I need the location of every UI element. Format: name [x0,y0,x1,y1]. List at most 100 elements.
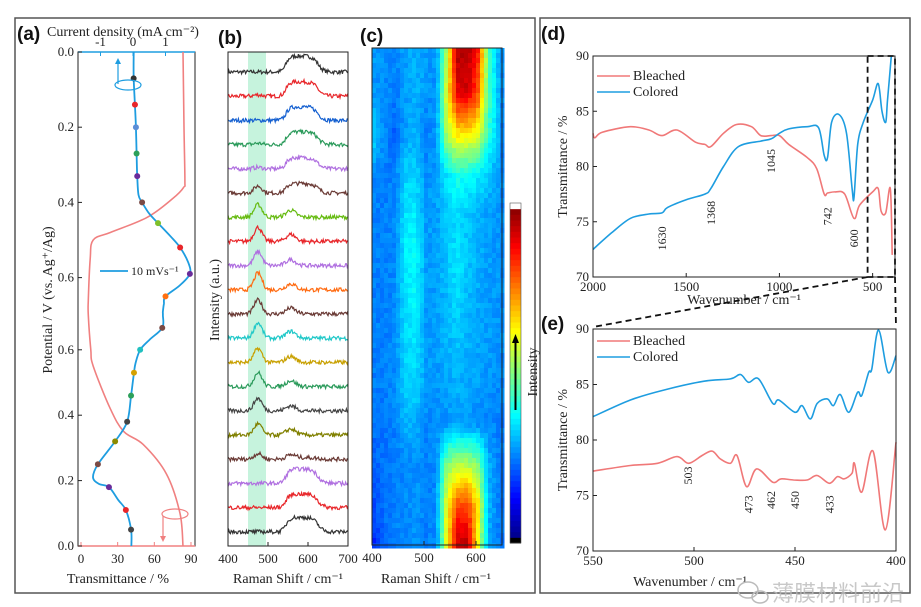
heatmap-cell [400,108,405,114]
heatmap-cell [420,468,425,474]
heatmap-cell [380,158,385,164]
heatmap-cell [472,493,477,499]
heatmap-cell [472,328,477,334]
heatmap-cell [456,358,461,364]
heatmap-cell [412,368,417,374]
heatmap-cell [436,68,441,74]
heatmap-cell [412,153,417,159]
heatmap-cell [468,103,473,109]
heatmap-cell [480,328,485,334]
heatmap-cell [476,413,481,419]
heatmap-cell [488,243,493,249]
heatmap-cell [432,503,437,509]
spectrum-colored [592,329,897,420]
heatmap-cell [424,93,429,99]
heatmap-cell [444,338,449,344]
heatmap-cell [380,203,385,209]
heatmap-cell [464,413,469,419]
heatmap-cell [388,503,393,509]
heatmap-cell [436,398,441,404]
heatmap-cell [404,303,409,309]
heatmap-cell [460,48,465,54]
heatmap-cell [432,478,437,484]
colorbar-segment [510,475,521,482]
heatmap-cell [460,378,465,384]
heatmap-cell [376,463,381,469]
heatmap-cell [472,408,477,414]
colorbar-segment [510,316,521,323]
heatmap-cell [392,328,397,334]
heatmap-cell [396,143,401,149]
heatmap-cell [376,143,381,149]
heatmap-cell [380,163,385,169]
heatmap-cell [492,423,497,429]
heatmap-cell [372,453,377,459]
heatmap-cell [420,418,425,424]
heatmap-cell [420,413,425,419]
heatmap-cell [404,198,409,204]
heatmap-cell [488,73,493,79]
heatmap-cell [404,53,409,59]
heatmap-cell [440,448,445,454]
colorbar-segment [510,520,521,527]
heatmap-cell [480,498,485,504]
heatmap-cell [448,423,453,429]
heatmap-cell [460,478,465,484]
heatmap-cell [448,298,453,304]
heatmap-cell [436,278,441,284]
heatmap-cell [408,423,413,429]
heatmap-cell [484,403,489,409]
heatmap-cell [384,293,389,299]
heatmap-cell [408,503,413,509]
heatmap-cell [376,303,381,309]
heatmap-cell [456,218,461,224]
heatmap-cell [444,493,449,499]
heatmap-cell [452,83,457,89]
heatmap-cell [392,373,397,379]
heatmap-cell [412,313,417,319]
heatmap-cell [428,353,433,359]
heatmap-cell [392,438,397,444]
heatmap-cell [384,113,389,119]
heatmap-cell [432,293,437,299]
heatmap-cell [408,498,413,504]
heatmap-cell [376,443,381,449]
heatmap-cell [448,493,453,499]
heatmap-cell [416,323,421,329]
heatmap-cell [392,488,397,494]
heatmap-cell [448,78,453,84]
heatmap-cell [392,493,397,499]
heatmap-cell [400,503,405,509]
heatmap-cell [420,143,425,149]
heatmap-cell [392,418,397,424]
heatmap-cell [436,253,441,259]
heatmap-cell [384,168,389,174]
heatmap-cell [412,518,417,524]
heatmap-cell [448,373,453,379]
heatmap-cell [496,213,501,219]
heatmap-cell [380,248,385,254]
heatmap-cell [472,263,477,269]
heatmap-cell [480,158,485,164]
heatmap-cell [496,343,501,349]
heatmap-cell [492,123,497,129]
heatmap-cell [424,123,429,129]
heatmap-cell [496,448,501,454]
heatmap-cell [428,263,433,269]
heatmap-cell [468,93,473,99]
heatmap-cell [404,148,409,154]
heatmap-cell [432,243,437,249]
heatmap-cell [388,493,393,499]
heatmap-cell [376,103,381,109]
heatmap-cell [468,338,473,344]
data-marker [186,270,193,277]
heatmap-cell [396,473,401,479]
heatmap-cell [484,318,489,324]
heatmap-cell [440,203,445,209]
heatmap-cell [436,458,441,464]
heatmap-cell [480,413,485,419]
heatmap-cell [380,533,385,539]
heatmap-cell [484,98,489,104]
heatmap-cell [448,418,453,424]
heatmap-cell [460,383,465,389]
